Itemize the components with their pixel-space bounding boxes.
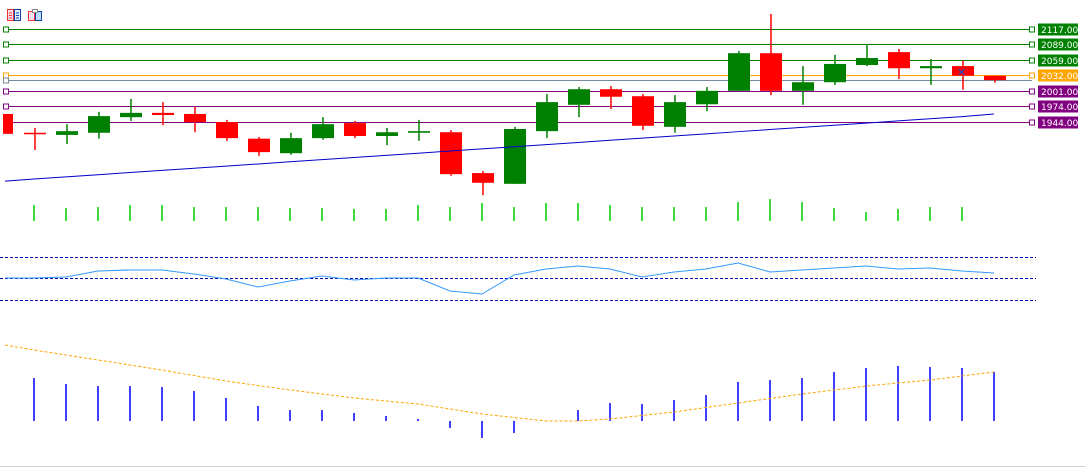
bear-candle[interactable] <box>600 89 622 97</box>
bull-candle[interactable] <box>664 102 686 127</box>
price-label-bg <box>1038 116 1078 129</box>
price-label: 1944.00 <box>1041 119 1078 129</box>
signal-line <box>4 344 995 422</box>
bull-candle[interactable] <box>88 116 110 133</box>
bull-candle[interactable] <box>120 112 142 118</box>
level-handle-left[interactable] <box>3 26 9 33</box>
price-label: 2059.00 <box>1041 57 1078 67</box>
bull-candle[interactable] <box>920 66 942 69</box>
bear-candle[interactable] <box>3 113 13 134</box>
level-handle-left[interactable] <box>3 77 9 84</box>
bull-candle[interactable] <box>408 131 430 133</box>
price-label: 2117.00 <box>1041 26 1078 36</box>
bull-candle[interactable] <box>856 58 878 66</box>
object-list-icon[interactable] <box>7 6 21 21</box>
level-handle-left[interactable] <box>3 88 9 95</box>
price-label: 2001.00 <box>1041 88 1078 98</box>
bear-candle[interactable] <box>24 132 46 135</box>
price-label-bg <box>1038 38 1078 51</box>
price-label-bg <box>1038 100 1078 113</box>
bear-candle[interactable] <box>248 138 270 153</box>
bear-candle[interactable] <box>152 112 174 116</box>
bear-candle[interactable] <box>472 173 494 183</box>
level-handle-left[interactable] <box>3 57 9 64</box>
level-handle-left[interactable] <box>3 103 9 110</box>
level-handle-right[interactable] <box>1029 88 1035 95</box>
price-label-bg <box>1038 85 1078 98</box>
price-label-bg <box>1038 23 1078 36</box>
bull-candle[interactable] <box>792 82 814 91</box>
level-handle-right[interactable] <box>1029 119 1035 126</box>
bull-candle[interactable] <box>312 124 334 139</box>
bear-candle[interactable] <box>344 123 366 136</box>
bear-candle[interactable] <box>984 75 1006 81</box>
price-label: 2089.00 <box>1041 41 1078 51</box>
price-label: 1974.00 <box>1041 103 1078 113</box>
bull-candle[interactable] <box>56 131 78 135</box>
bull-candle[interactable] <box>696 90 718 105</box>
bear-candle[interactable] <box>888 52 910 69</box>
bear-candle[interactable] <box>632 96 654 126</box>
bull-candle[interactable] <box>568 89 590 105</box>
price-label-bg <box>1038 54 1078 67</box>
bear-candle[interactable] <box>184 113 206 123</box>
level-handle-right[interactable] <box>1029 41 1035 48</box>
bull-candle[interactable] <box>376 132 398 136</box>
bull-candle[interactable] <box>504 129 526 184</box>
bull-candle[interactable] <box>536 102 558 132</box>
bear-candle[interactable] <box>760 53 782 91</box>
trade-marker-icon[interactable]: ✕ <box>957 66 966 79</box>
price-label: 2032.00 <box>1041 72 1078 82</box>
level-handle-right[interactable] <box>1029 72 1035 79</box>
level-handle-left[interactable] <box>3 41 9 48</box>
level-handle-right[interactable] <box>1029 103 1035 110</box>
oscillator-line <box>5 262 995 295</box>
template-clipboard-icon[interactable] <box>28 6 42 21</box>
bear-candle[interactable] <box>952 66 974 76</box>
bear-candle[interactable] <box>440 132 462 175</box>
bottom-border <box>0 466 1085 467</box>
bull-candle[interactable] <box>280 138 302 154</box>
bear-candle[interactable] <box>216 122 238 139</box>
level-handle-left[interactable] <box>3 72 9 79</box>
level-handle-right[interactable] <box>1029 57 1035 64</box>
bull-candle[interactable] <box>728 53 750 91</box>
price-label-bg <box>1038 69 1078 82</box>
moving-average-line <box>4 113 995 182</box>
level-handle-right[interactable] <box>1029 26 1035 33</box>
bull-candle[interactable] <box>824 63 846 83</box>
